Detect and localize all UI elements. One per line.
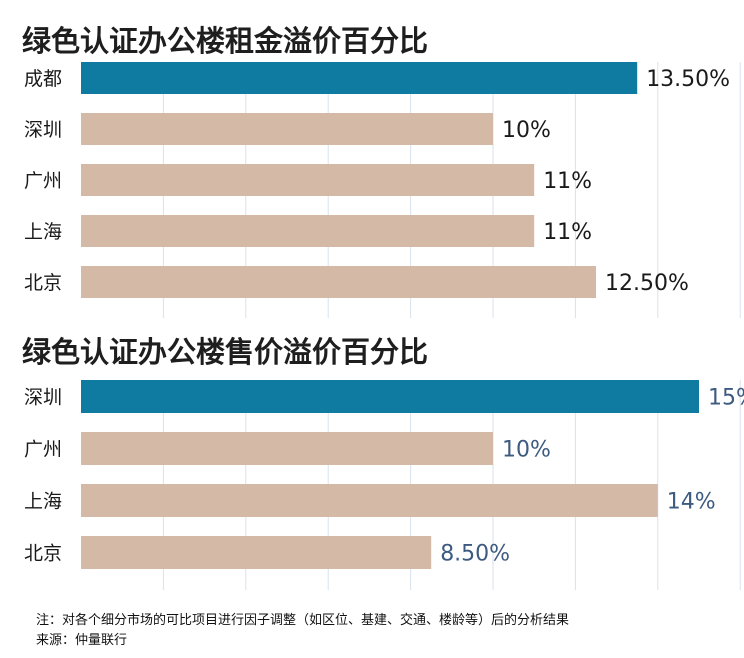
bar-0-4: [81, 266, 596, 298]
category-label: 北京: [24, 272, 62, 294]
value-label: 12.50%: [605, 271, 689, 296]
category-label: 上海: [24, 221, 62, 243]
footnote-text: 对各个细分市场的可比项目进行因子调整（如区位、基建、交通、楼龄等）后的分析结果: [62, 613, 570, 628]
value-label: 8.50%: [440, 542, 510, 567]
bar-0-3: [81, 215, 535, 247]
bar-1-2: [81, 484, 658, 517]
value-label: 14%: [667, 490, 716, 515]
value-label: 11%: [543, 169, 592, 194]
bar-0-2: [81, 164, 535, 196]
category-label: 深圳: [24, 387, 62, 409]
bar-0-0: [81, 62, 638, 94]
bar-0-1: [81, 113, 493, 145]
sale-premium-bar-chart: 深圳 15% 广州 10% 上海 14% 北京 8.50%: [24, 380, 744, 590]
rent-premium-bar-chart: 成都 13.50% 深圳 10% 广州 11% 上海 11% 北京 12.50%: [24, 62, 741, 318]
footnote: 注对各个细分市场的可比项目进行因子调整（如区位、基建、交通、楼龄等）后的分析结果: [36, 613, 570, 628]
category-label: 上海: [24, 491, 62, 513]
value-label: 11%: [543, 220, 592, 245]
bar-1-0: [81, 380, 699, 413]
chart-title-sale-premium: 绿色认证办公楼售价溢价百分比: [22, 335, 429, 369]
source-label: 来源: [36, 633, 75, 648]
value-label: 10%: [502, 118, 551, 143]
footnote-label: 注: [36, 613, 62, 628]
value-label: 13.50%: [646, 67, 730, 92]
bar-1-1: [81, 432, 493, 465]
category-label: 北京: [24, 543, 62, 565]
source-note: 来源仲量联行: [36, 633, 128, 648]
category-label: 广州: [24, 439, 62, 461]
source-text: 仲量联行: [75, 633, 128, 648]
value-label: 15%: [708, 386, 744, 411]
category-label: 深圳: [24, 119, 62, 141]
category-label: 成都: [24, 68, 62, 90]
category-label: 广州: [24, 170, 62, 192]
bar-1-3: [81, 536, 432, 569]
chart-title-rent-premium: 绿色认证办公楼租金溢价百分比: [22, 24, 429, 58]
value-label: 10%: [502, 438, 551, 463]
